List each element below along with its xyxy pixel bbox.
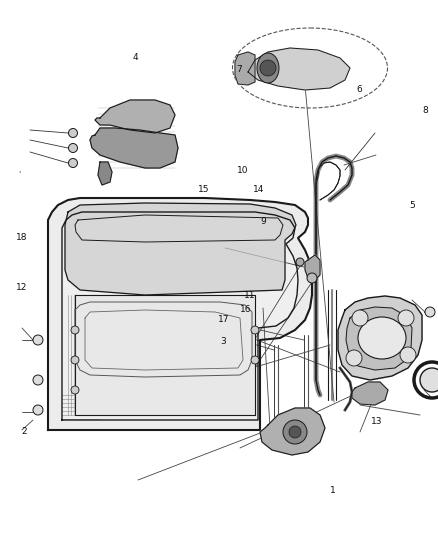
Circle shape — [33, 335, 43, 345]
Circle shape — [420, 368, 438, 392]
Text: 10: 10 — [237, 166, 249, 175]
Text: 4: 4 — [133, 53, 138, 62]
Text: 8: 8 — [422, 107, 428, 115]
Text: 11: 11 — [244, 292, 255, 300]
Polygon shape — [48, 198, 312, 430]
Circle shape — [398, 310, 414, 326]
Text: 13: 13 — [371, 417, 382, 425]
Circle shape — [400, 347, 416, 363]
Circle shape — [425, 307, 435, 317]
Polygon shape — [75, 215, 283, 242]
Polygon shape — [248, 48, 350, 90]
Text: 2: 2 — [21, 427, 27, 436]
Circle shape — [33, 405, 43, 415]
Polygon shape — [90, 128, 178, 168]
Polygon shape — [75, 295, 255, 415]
Circle shape — [296, 258, 304, 266]
Text: 6: 6 — [356, 85, 362, 94]
Circle shape — [251, 356, 259, 364]
Text: 16: 16 — [240, 305, 251, 313]
Circle shape — [352, 310, 368, 326]
Text: 3: 3 — [220, 337, 226, 345]
Circle shape — [289, 426, 301, 438]
Text: 14: 14 — [253, 185, 264, 193]
Circle shape — [71, 386, 79, 394]
Text: 18: 18 — [16, 233, 28, 241]
Circle shape — [71, 326, 79, 334]
Circle shape — [33, 375, 43, 385]
Text: 7: 7 — [236, 65, 242, 74]
Circle shape — [68, 128, 78, 138]
Text: 15: 15 — [198, 185, 209, 193]
Text: 12: 12 — [16, 284, 28, 292]
Circle shape — [251, 326, 259, 334]
Circle shape — [260, 60, 276, 76]
Text: 5: 5 — [409, 201, 415, 209]
Text: 17: 17 — [218, 316, 229, 324]
Polygon shape — [235, 52, 255, 85]
Polygon shape — [305, 255, 320, 280]
Polygon shape — [95, 100, 175, 133]
Polygon shape — [98, 162, 112, 185]
Ellipse shape — [257, 53, 279, 83]
Circle shape — [68, 143, 78, 152]
Polygon shape — [62, 212, 298, 420]
Text: 1: 1 — [330, 486, 336, 495]
Circle shape — [71, 356, 79, 364]
Polygon shape — [260, 408, 325, 455]
Circle shape — [68, 158, 78, 167]
Polygon shape — [352, 382, 388, 405]
Polygon shape — [346, 307, 412, 370]
Circle shape — [283, 420, 307, 444]
Ellipse shape — [358, 317, 406, 359]
Polygon shape — [338, 296, 422, 380]
Circle shape — [346, 350, 362, 366]
Text: ': ' — [18, 171, 20, 180]
Text: 9: 9 — [260, 217, 266, 225]
Polygon shape — [65, 203, 296, 295]
Circle shape — [307, 273, 317, 283]
